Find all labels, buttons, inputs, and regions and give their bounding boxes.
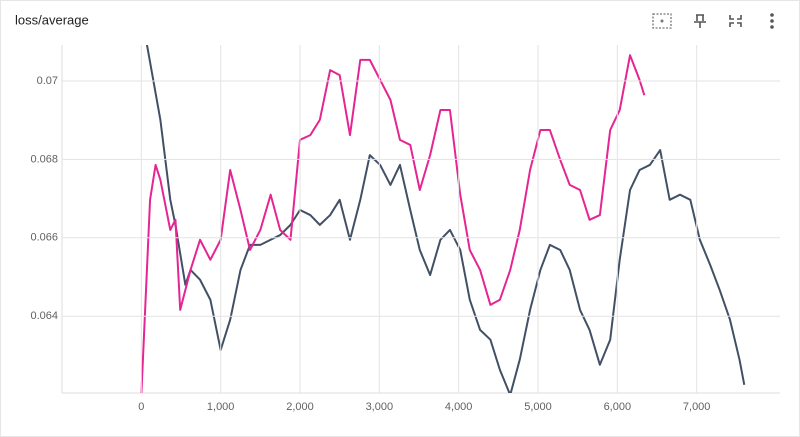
x-tick-label: 3,000 xyxy=(366,401,394,413)
collapse-button[interactable] xyxy=(729,15,742,27)
x-tick-label: 1,000 xyxy=(207,401,235,413)
y-tick-label: 0.07 xyxy=(37,75,58,87)
x-tick-label: 4,000 xyxy=(445,401,473,413)
x-tick-label: 7,000 xyxy=(683,401,711,413)
pin-button[interactable] xyxy=(694,14,706,28)
y-tick-label: 0.068 xyxy=(30,153,58,165)
toolbar xyxy=(652,13,774,29)
chart-title: loss/average xyxy=(15,12,89,27)
x-tick-label: 6,000 xyxy=(604,401,632,413)
y-tick-label: 0.064 xyxy=(30,310,58,322)
x-tick-label: 5,000 xyxy=(524,401,552,413)
plot-area xyxy=(140,45,746,393)
x-tick-label: 2,000 xyxy=(286,401,314,413)
fit-domain-button[interactable] xyxy=(652,13,672,29)
y-tick-label: 0.066 xyxy=(30,232,58,244)
more-menu-button[interactable] xyxy=(770,13,774,29)
x-tick-label: 0 xyxy=(138,401,144,413)
series-line xyxy=(145,45,746,393)
series-line xyxy=(140,54,646,393)
